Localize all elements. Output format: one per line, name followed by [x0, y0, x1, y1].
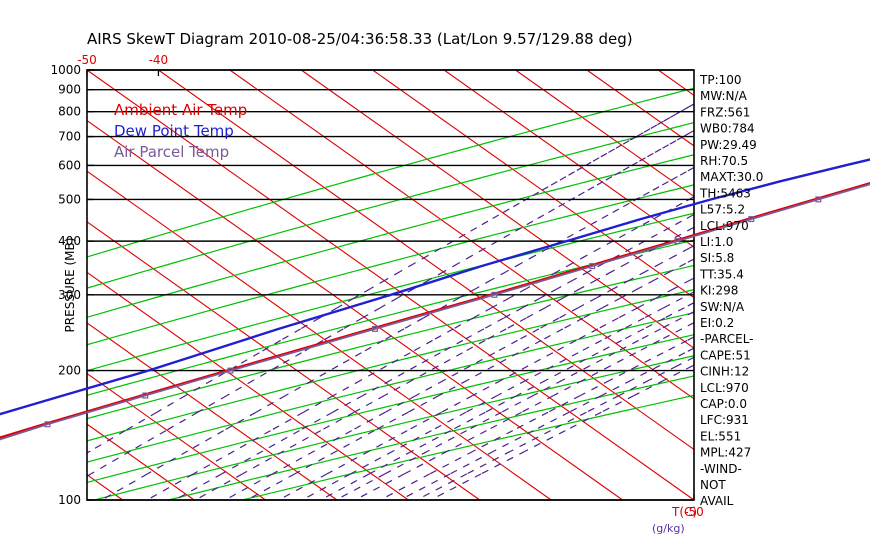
legend-group: Ambient Air Temp Dew Point Temp Air Parcel… — [114, 101, 247, 161]
stat-item-6: MAXT:30.0 — [700, 170, 763, 184]
stat-item-8: L57:5.2 — [700, 203, 745, 217]
stat-item-17: CAPE:51 — [700, 348, 751, 362]
pressure-tick-label: 1000 — [50, 63, 81, 77]
bottom-temperature-axis-ticks: -50 — [684, 494, 704, 519]
stat-item-13: KI:298 — [700, 284, 738, 298]
pressure-axis-label: PRESSURE (MB) — [63, 238, 77, 333]
top-temp-tick-label: -40 — [149, 53, 169, 67]
mixing-ratio-axis-label: (g/kg) — [652, 522, 685, 535]
stat-item-7: TH:5463 — [699, 186, 751, 200]
stat-item-12: TT:35.4 — [699, 267, 744, 281]
stat-item-3: WB0:784 — [700, 122, 755, 136]
stat-item-25: NOT — [700, 478, 726, 492]
page-title: AIRS SkewT Diagram 2010-08-25/04:36:58.3… — [87, 30, 633, 48]
bottom-temp-tick-label: -50 — [684, 505, 704, 519]
isotherm-lines-group — [86, 69, 695, 501]
stat-item-18: CINH:12 — [700, 365, 749, 379]
stat-item-16: -PARCEL- — [700, 332, 754, 346]
stats-panel: TP:100 MW:N/A FRZ:561 WB0:784 PW:29.49 RH:70.… — [699, 73, 763, 508]
stat-item-0: TP:100 — [699, 73, 742, 87]
pressure-tick-label: 800 — [58, 105, 81, 119]
stat-item-4: PW:29.49 — [700, 138, 757, 152]
pressure-tick-label: 600 — [58, 158, 81, 172]
stat-item-19: LCL:970 — [700, 381, 749, 395]
pressure-axis-ticks: 100 200 300 400 500 600 700 800 900 1000 — [50, 63, 94, 507]
pressure-tick-label: 700 — [58, 130, 81, 144]
legend-item-0: Ambient Air Temp — [114, 101, 247, 119]
pressure-tick-label: 300 — [58, 288, 81, 302]
legend-item-1: Dew Point Temp — [114, 122, 234, 140]
stat-item-11: SI:5.8 — [700, 251, 734, 265]
stat-item-14: SW:N/A — [700, 300, 745, 314]
pressure-tick-label: 100 — [58, 493, 81, 507]
top-temperature-axis-ticks: -50 -40 — [77, 53, 168, 76]
stat-item-1: MW:N/A — [700, 89, 748, 103]
stat-item-22: EL:551 — [700, 429, 741, 443]
stat-item-24: -WIND- — [700, 462, 742, 476]
stat-item-21: LFC:931 — [700, 413, 749, 427]
pressure-tick-label: 400 — [58, 234, 81, 248]
stat-item-5: RH:70.5 — [700, 154, 748, 168]
stat-item-10: LI:1.0 — [700, 235, 733, 249]
dry-adiabat-lines-group — [86, 87, 695, 501]
temperature-axis-label: T(C) — [671, 505, 697, 519]
stat-item-15: EI:0.2 — [700, 316, 734, 330]
sounding-curves-group — [0, 158, 870, 441]
stat-item-2: FRZ:561 — [700, 105, 750, 119]
pressure-tick-label: 500 — [58, 192, 81, 206]
plot-frame — [86, 69, 695, 501]
legend-item-2: Air Parcel Temp — [114, 143, 229, 161]
pressure-tick-label: 900 — [58, 83, 81, 97]
mixing-ratio-lines-group — [86, 103, 695, 501]
stat-item-26: AVAIL — [700, 494, 734, 508]
pressure-tick-label: 200 — [58, 364, 81, 378]
stat-item-23: MPL:427 — [700, 446, 751, 460]
stat-item-20: CAP:0.0 — [700, 397, 747, 411]
top-temp-tick-label: -50 — [77, 53, 97, 67]
stat-item-9: LCL:970 — [700, 219, 749, 233]
